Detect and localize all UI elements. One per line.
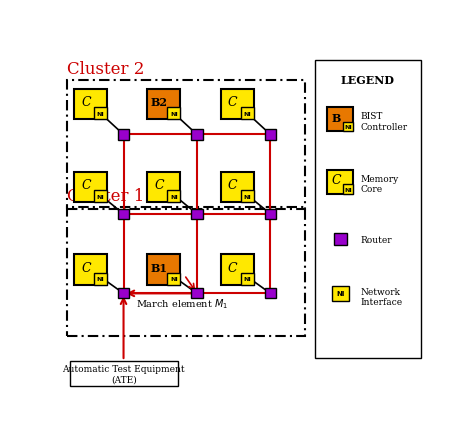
Text: NI: NI — [344, 125, 352, 130]
Bar — [118, 209, 129, 219]
Bar — [167, 191, 181, 203]
Text: Router: Router — [360, 235, 392, 244]
Bar — [327, 108, 354, 132]
Bar — [118, 130, 129, 140]
Text: NI: NI — [344, 187, 352, 192]
Text: NI: NI — [97, 194, 104, 199]
Bar — [265, 289, 276, 299]
Bar — [118, 289, 129, 299]
Bar — [191, 209, 202, 219]
Text: NI: NI — [97, 277, 104, 282]
Text: B1: B1 — [150, 262, 167, 273]
Text: Network
Interface: Network Interface — [360, 287, 402, 307]
Bar — [70, 361, 178, 386]
Bar — [74, 255, 107, 285]
Text: March element $M_1$: March element $M_1$ — [137, 297, 228, 311]
Text: C: C — [81, 179, 91, 192]
Text: C: C — [81, 96, 91, 109]
Bar — [147, 172, 181, 203]
Bar — [94, 108, 107, 120]
Text: C: C — [228, 179, 237, 192]
Bar — [265, 209, 276, 219]
Text: Cluster 2: Cluster 2 — [66, 61, 144, 78]
Bar — [66, 81, 305, 209]
Bar — [221, 255, 254, 285]
Text: NI: NI — [336, 291, 345, 297]
Bar — [221, 90, 254, 120]
Text: NI: NI — [170, 194, 178, 199]
Bar — [241, 273, 254, 285]
Text: NI: NI — [170, 277, 178, 282]
Bar — [343, 185, 354, 194]
Text: BIST
Controller: BIST Controller — [360, 112, 408, 131]
Bar — [327, 170, 354, 194]
Bar — [94, 191, 107, 203]
Text: NI: NI — [244, 277, 251, 282]
Bar — [191, 289, 202, 299]
Text: C: C — [155, 179, 164, 192]
Bar — [315, 61, 421, 358]
Text: NI: NI — [97, 111, 104, 117]
Bar — [147, 90, 181, 120]
Bar — [343, 123, 354, 132]
Bar — [167, 108, 181, 120]
Text: B2: B2 — [150, 97, 167, 108]
Bar — [147, 255, 181, 285]
Text: Cluster 1: Cluster 1 — [66, 187, 144, 204]
Bar — [241, 108, 254, 120]
Text: C: C — [228, 261, 237, 274]
Bar — [265, 130, 276, 140]
Text: C: C — [81, 261, 91, 274]
Bar — [94, 273, 107, 285]
Text: C: C — [332, 174, 341, 187]
Bar — [74, 90, 107, 120]
Text: Memory
Core: Memory Core — [360, 174, 399, 194]
Bar — [332, 286, 349, 301]
Text: C: C — [228, 96, 237, 109]
Bar — [221, 172, 254, 203]
Bar — [167, 273, 181, 285]
Bar — [241, 191, 254, 203]
Bar — [191, 130, 202, 140]
Text: NI: NI — [170, 111, 178, 117]
Bar — [74, 172, 107, 203]
Bar — [66, 208, 305, 336]
Bar — [334, 233, 347, 246]
Text: LEGEND: LEGEND — [341, 74, 395, 85]
Text: NI: NI — [244, 111, 251, 117]
Text: B: B — [332, 113, 341, 124]
Text: Automatic Test Equipment
(ATE): Automatic Test Equipment (ATE) — [63, 364, 185, 384]
Text: NI: NI — [244, 194, 251, 199]
